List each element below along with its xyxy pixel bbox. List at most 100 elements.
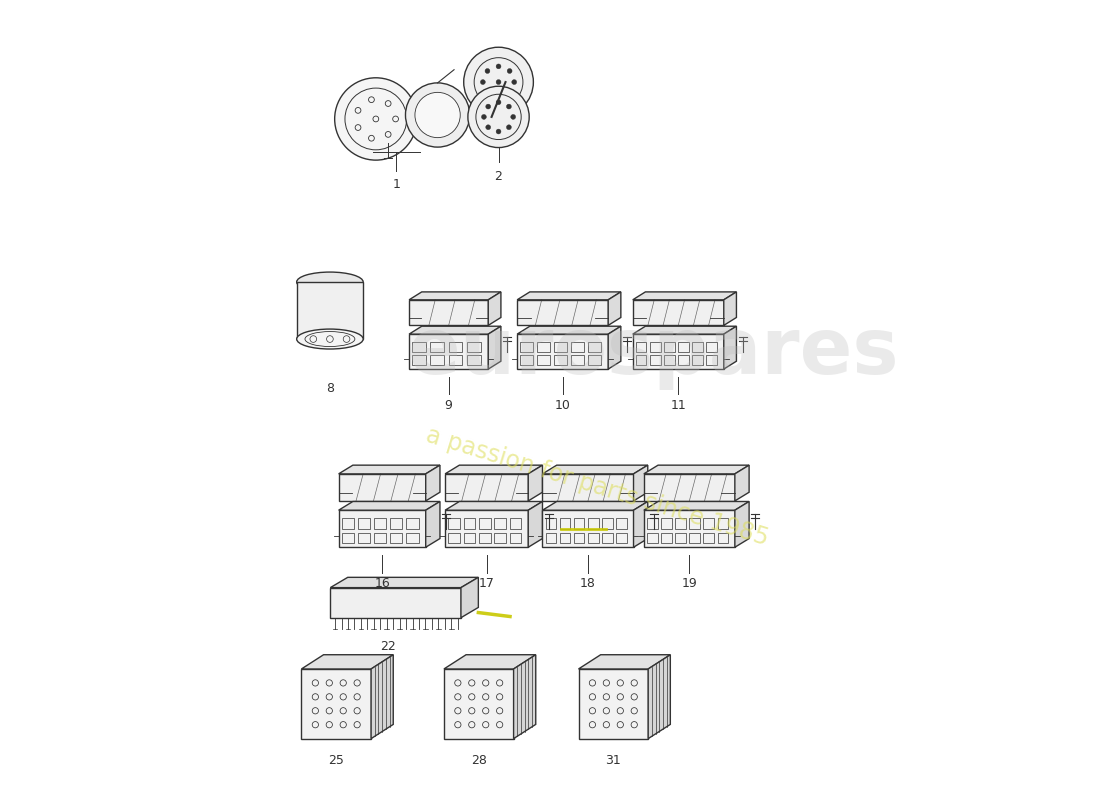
Bar <box>647 533 658 543</box>
Bar <box>588 518 598 529</box>
Bar <box>374 533 386 543</box>
Bar <box>342 518 354 529</box>
Polygon shape <box>724 326 736 369</box>
Polygon shape <box>542 474 634 501</box>
Polygon shape <box>514 654 536 738</box>
Bar <box>560 533 571 543</box>
Polygon shape <box>446 465 542 474</box>
Polygon shape <box>644 474 735 501</box>
Bar <box>406 518 418 529</box>
Polygon shape <box>528 502 542 547</box>
Bar <box>520 342 534 352</box>
Circle shape <box>482 114 486 119</box>
Polygon shape <box>426 465 440 501</box>
Circle shape <box>464 47 534 117</box>
Bar <box>478 518 491 529</box>
Polygon shape <box>339 465 440 474</box>
Bar <box>430 342 444 352</box>
Bar <box>717 533 728 543</box>
Text: 9: 9 <box>444 399 452 412</box>
Text: 22: 22 <box>379 640 396 653</box>
Polygon shape <box>330 578 478 588</box>
Bar <box>390 533 403 543</box>
Bar <box>509 533 521 543</box>
Circle shape <box>507 90 513 95</box>
Bar <box>571 342 584 352</box>
Bar <box>466 342 481 352</box>
Bar <box>390 518 403 529</box>
Polygon shape <box>517 334 608 369</box>
Bar <box>602 518 613 529</box>
Bar <box>692 355 703 365</box>
Bar <box>494 518 506 529</box>
Bar <box>650 355 661 365</box>
Bar <box>554 342 566 352</box>
Text: 19: 19 <box>682 578 697 590</box>
Polygon shape <box>409 300 488 326</box>
Bar <box>679 342 689 352</box>
Polygon shape <box>579 669 648 738</box>
Polygon shape <box>446 474 528 501</box>
Bar <box>537 342 550 352</box>
Polygon shape <box>446 510 528 547</box>
Bar <box>675 533 685 543</box>
Bar <box>588 355 601 365</box>
Bar <box>358 518 370 529</box>
Bar <box>463 533 475 543</box>
Bar <box>661 533 672 543</box>
Polygon shape <box>409 326 500 334</box>
Bar <box>650 342 661 352</box>
Bar <box>690 518 700 529</box>
Bar <box>616 533 627 543</box>
Bar <box>636 355 647 365</box>
Circle shape <box>481 80 485 85</box>
Bar <box>560 518 571 529</box>
Text: 11: 11 <box>670 399 686 412</box>
Bar <box>537 355 550 365</box>
Circle shape <box>485 69 490 74</box>
Polygon shape <box>644 510 735 547</box>
Bar <box>509 518 521 529</box>
Text: 31: 31 <box>605 754 621 767</box>
Circle shape <box>506 104 512 109</box>
Circle shape <box>468 86 529 147</box>
Circle shape <box>485 90 490 95</box>
Circle shape <box>510 114 516 119</box>
Ellipse shape <box>297 329 363 349</box>
Polygon shape <box>724 292 736 326</box>
Text: 2: 2 <box>495 170 503 183</box>
Bar <box>546 533 557 543</box>
Bar <box>449 342 462 352</box>
Bar <box>704 518 714 529</box>
Circle shape <box>486 104 491 109</box>
Bar <box>588 342 601 352</box>
Bar <box>478 533 491 543</box>
Polygon shape <box>542 510 634 547</box>
Polygon shape <box>528 465 542 501</box>
Ellipse shape <box>297 272 363 292</box>
Circle shape <box>507 69 513 74</box>
Bar <box>430 355 444 365</box>
Circle shape <box>415 92 460 138</box>
Text: 10: 10 <box>554 399 571 412</box>
Text: 18: 18 <box>580 578 596 590</box>
Bar <box>588 533 598 543</box>
Bar <box>574 518 584 529</box>
Polygon shape <box>409 292 500 300</box>
Circle shape <box>486 125 491 130</box>
Text: eurospares: eurospares <box>407 314 899 390</box>
Circle shape <box>496 64 500 69</box>
Polygon shape <box>644 465 749 474</box>
Polygon shape <box>371 654 394 738</box>
Circle shape <box>496 80 500 85</box>
Bar <box>449 355 462 365</box>
Polygon shape <box>632 300 724 326</box>
Bar <box>664 355 674 365</box>
Bar <box>706 355 717 365</box>
Polygon shape <box>301 654 394 669</box>
Polygon shape <box>542 502 648 510</box>
Text: 1: 1 <box>393 178 400 190</box>
Bar <box>463 518 475 529</box>
Polygon shape <box>461 578 478 618</box>
Polygon shape <box>488 292 501 326</box>
